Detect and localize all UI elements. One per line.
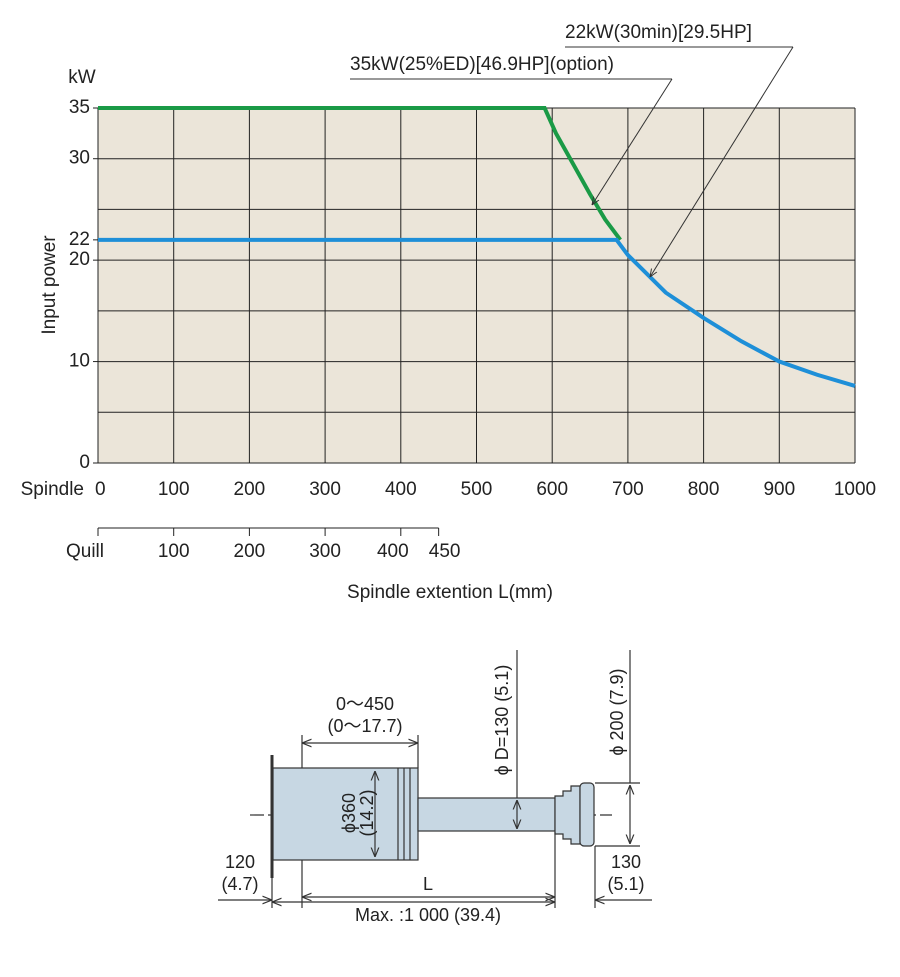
x-axis-label: Spindle extention L(mm) bbox=[347, 582, 553, 603]
y-axis-label: Input power bbox=[39, 235, 60, 335]
x2-axis-name: Quill bbox=[66, 541, 104, 562]
spindle bbox=[417, 797, 556, 832]
series-line bbox=[98, 106, 622, 242]
dim-label: 130 bbox=[611, 852, 641, 872]
dim-label: (5.1) bbox=[607, 874, 644, 894]
leader-line bbox=[650, 46, 794, 277]
y-tick-label: 20 bbox=[69, 249, 90, 270]
x-tick-label: 800 bbox=[688, 479, 720, 500]
x-tick-label: 300 bbox=[309, 479, 341, 500]
x-tick-label: 200 bbox=[234, 479, 266, 500]
x-tick-label: 0 bbox=[95, 479, 106, 500]
dim-label: 120 bbox=[225, 852, 255, 872]
y-tick-label: 22 bbox=[69, 229, 90, 250]
x-axis-name: Spindle bbox=[21, 479, 84, 500]
x-tick-label: 1000 bbox=[834, 479, 876, 500]
x-tick-label: 400 bbox=[385, 479, 417, 500]
dim-label: (4.7) bbox=[221, 874, 258, 894]
body bbox=[272, 767, 419, 861]
y-tick-label: 35 bbox=[69, 97, 90, 118]
x-tick-label: 100 bbox=[158, 479, 190, 500]
nose bbox=[554, 785, 581, 845]
x-tick-label: 700 bbox=[612, 479, 644, 500]
dim-label: ϕ D=130 (5.1) bbox=[492, 665, 512, 776]
dim-label: ϕ 200 (7.9) bbox=[607, 668, 627, 755]
annotation: 22kW(30min)[29.5HP] bbox=[565, 22, 752, 43]
x2-tick-label: 300 bbox=[309, 541, 341, 562]
dim-label: (14.2) bbox=[357, 789, 377, 836]
x2-tick-label: 100 bbox=[158, 541, 190, 562]
y-tick-label: 10 bbox=[69, 351, 90, 372]
face bbox=[579, 782, 595, 847]
x2-tick-label: 200 bbox=[234, 541, 266, 562]
dim-label: (0～17.7) bbox=[327, 716, 402, 736]
dim-label: 0～450 bbox=[336, 694, 394, 714]
y-unit: kW bbox=[68, 67, 96, 88]
dim-label: ϕ360 bbox=[339, 793, 359, 833]
x-tick-label: 900 bbox=[763, 479, 795, 500]
annotation: 35kW(25%ED)[46.9HP](option) bbox=[350, 54, 614, 75]
x2-tick-label: 400 bbox=[377, 541, 409, 562]
spindle-diagram: 0～450 (0～17.7) ϕ360 (14.2) ϕ D=130 (5.1)… bbox=[218, 650, 652, 925]
x-tick-label: 500 bbox=[461, 479, 493, 500]
dim-label: L bbox=[423, 874, 433, 894]
y-tick-label: 0 bbox=[79, 452, 90, 473]
dim-label: Max. :1 000 (39.4) bbox=[355, 905, 501, 925]
leader-line bbox=[592, 78, 673, 205]
series-line bbox=[98, 237, 856, 388]
x2-tick-label: 450 bbox=[429, 541, 461, 562]
y-tick-label: 30 bbox=[69, 148, 90, 169]
x-tick-label: 600 bbox=[536, 479, 568, 500]
